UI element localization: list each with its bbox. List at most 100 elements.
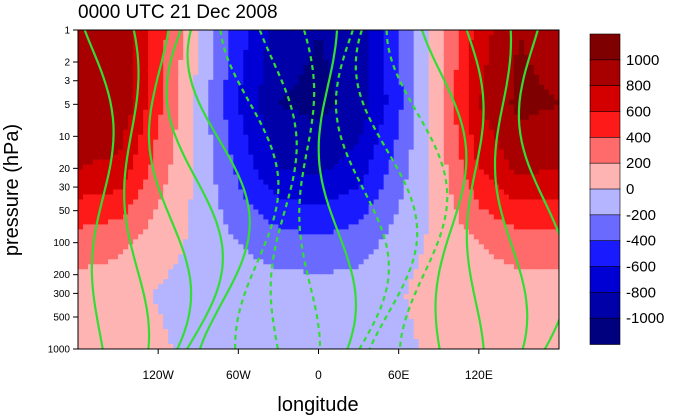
shading-cell (418, 44, 425, 51)
shading-cell (353, 224, 360, 230)
shading-cell (178, 274, 184, 280)
shading-cell (178, 214, 184, 220)
shading-cell (103, 344, 109, 349)
shading-cell (368, 30, 375, 36)
shading-cell (313, 149, 320, 156)
shading-cell (453, 214, 460, 220)
shading-cell (353, 119, 360, 126)
shading-cell (248, 119, 254, 126)
shading-cell (248, 329, 254, 335)
shading-cell (398, 269, 405, 275)
shading-cell (198, 299, 204, 305)
shading-cell (368, 339, 375, 345)
shading-cell (323, 284, 330, 290)
shading-cell (153, 319, 159, 325)
shading-cell (158, 164, 164, 171)
shading-cell (238, 94, 244, 101)
shading-cell (158, 44, 164, 51)
shading-cell (143, 324, 149, 330)
shading-cell (413, 114, 420, 121)
shading-cell (138, 214, 144, 220)
shading-cell (258, 294, 264, 300)
shading-cell (298, 264, 305, 270)
shading-cell (318, 269, 325, 275)
shading-cell (423, 134, 430, 141)
shading-cell (268, 219, 275, 225)
shading-cell (188, 104, 194, 111)
shading-cell (408, 264, 415, 270)
shading-cell (173, 59, 179, 66)
shading-cell (83, 279, 89, 285)
shading-cell (398, 234, 405, 240)
shading-cell (158, 224, 164, 230)
shading-cell (228, 254, 234, 260)
shading-cell (233, 129, 239, 136)
shading-cell (323, 274, 330, 280)
shading-cell (153, 49, 159, 56)
shading-cell (278, 59, 285, 66)
shading-cell (203, 244, 209, 250)
shading-cell (463, 259, 470, 265)
shading-cell (178, 114, 184, 121)
shading-cell (108, 254, 114, 260)
shading-cell (198, 174, 204, 181)
shading-cell (98, 304, 104, 310)
shading-cell (333, 314, 340, 320)
shading-cell (168, 314, 174, 320)
shading-cell (403, 264, 410, 270)
shading-cell (243, 69, 249, 76)
shading-cell (78, 279, 84, 285)
shading-cell (123, 204, 129, 211)
shading-cell (163, 99, 169, 106)
shading-cell (303, 344, 310, 349)
shading-cell (158, 254, 164, 260)
shading-cell (443, 69, 450, 76)
shading-cell (173, 169, 179, 176)
shading-cell (213, 54, 219, 61)
shading-cell (158, 54, 164, 61)
shading-cell (228, 49, 234, 56)
shading-cell (108, 84, 114, 91)
shading-cell (408, 284, 415, 290)
shading-cell (203, 69, 209, 76)
shading-cell (418, 324, 425, 330)
shading-cell (283, 64, 290, 71)
shading-cell (263, 284, 269, 290)
shading-cell (413, 264, 420, 270)
shading-cell (248, 244, 254, 250)
shading-cell (118, 264, 124, 270)
shading-cell (163, 269, 169, 275)
shading-cell (198, 159, 204, 166)
shading-cell (383, 124, 390, 131)
shading-cell (458, 324, 465, 330)
shading-cell (183, 44, 189, 51)
shading-cell (403, 119, 410, 126)
shading-cell (368, 49, 375, 56)
shading-cell (403, 194, 410, 201)
shading-cell (228, 339, 234, 345)
shading-cell (248, 254, 254, 260)
shading-cell (223, 109, 229, 116)
shading-cell (153, 129, 159, 136)
shading-cell (278, 239, 285, 245)
shading-cell (233, 254, 239, 260)
shading-cell (148, 119, 154, 126)
shading-cell (233, 30, 239, 36)
shading-cell (223, 234, 229, 240)
shading-cell (353, 199, 360, 206)
shading-cell (368, 94, 375, 101)
shading-cell (168, 184, 174, 191)
shading-cell (443, 164, 450, 171)
shading-cell (88, 139, 94, 146)
shading-cell (363, 344, 370, 349)
shading-cell (143, 74, 149, 81)
shading-cell (338, 299, 345, 305)
shading-cell (143, 139, 149, 146)
shading-cell (253, 184, 259, 191)
shading-cell (163, 194, 169, 201)
shading-cell (118, 104, 124, 111)
shading-cell (303, 44, 310, 51)
shading-cell (348, 149, 355, 156)
shading-cell (188, 244, 194, 250)
shading-cell (413, 329, 420, 335)
